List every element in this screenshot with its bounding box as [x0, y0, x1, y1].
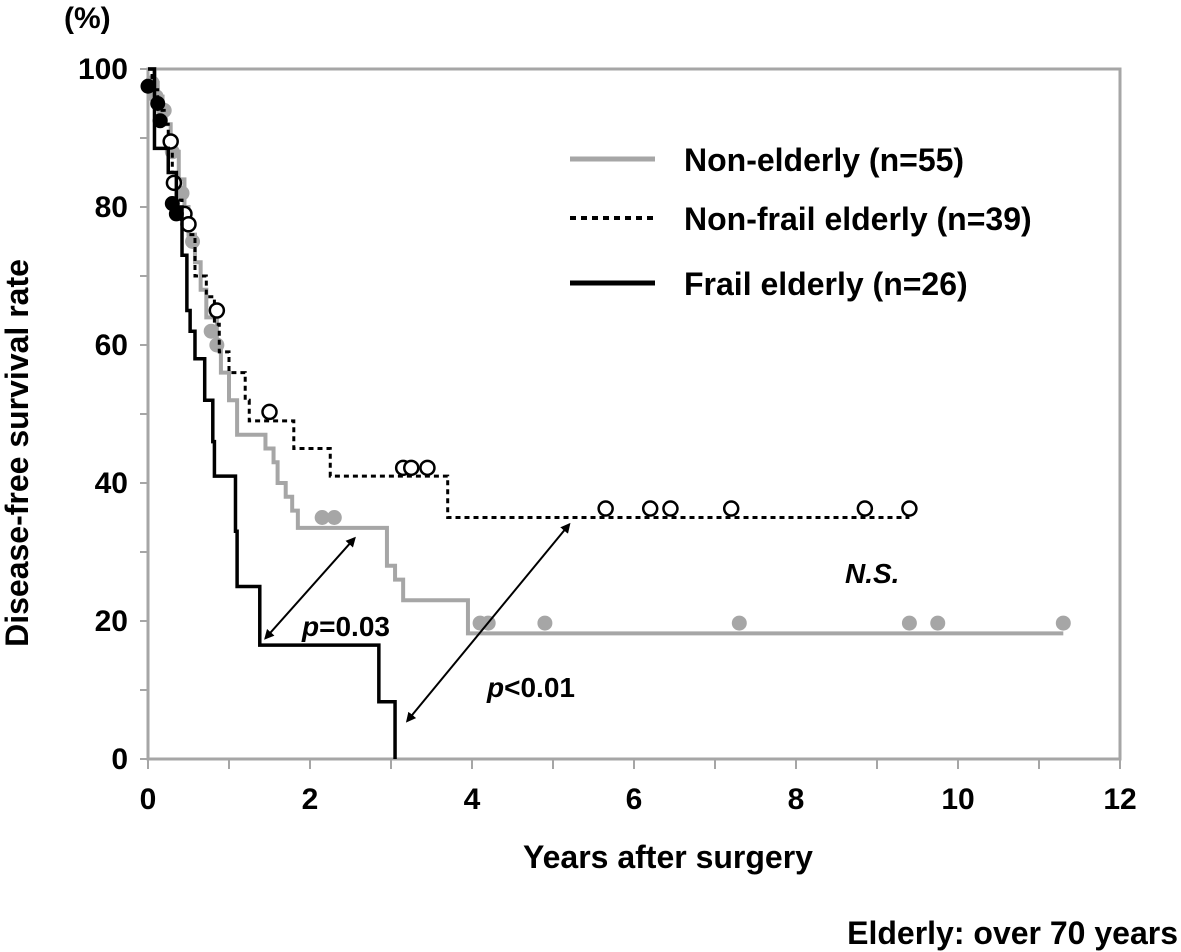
- censor-mark-0: [930, 615, 946, 631]
- series-line-2: [148, 67, 397, 759]
- footnote: Elderly: over 70 years: [847, 915, 1178, 951]
- x-tick-label: 12: [1103, 783, 1136, 816]
- censor-mark-1: [403, 459, 420, 477]
- x-tick-label: 2: [302, 783, 319, 816]
- censor-mark-0: [901, 615, 917, 631]
- p-value-frail-vs-nonelderly: p=0.03: [301, 611, 390, 642]
- censor-mark-0: [209, 337, 225, 353]
- censor-mark-1: [261, 403, 278, 421]
- y-tick-label: 20: [95, 605, 128, 638]
- censor-mark-1: [419, 459, 436, 477]
- comparison-arrows: [264, 522, 571, 723]
- censor-mark-0: [203, 323, 219, 339]
- censor-mark-1: [208, 302, 226, 319]
- censor-mark-1: [165, 174, 183, 192]
- censor-mark-1: [722, 500, 740, 517]
- y-axis-title: Disease-free survival rate: [0, 259, 35, 647]
- censor-mark-1: [597, 500, 614, 517]
- series-layer: [140, 67, 1071, 759]
- x-axis-ticks: 0 2 4 6 8 10 12: [140, 759, 1137, 816]
- comparison-arrow-0: [264, 536, 356, 640]
- plot-area-frame: [146, 67, 1122, 761]
- x-tick-label: 10: [941, 783, 974, 816]
- series-line-0: [148, 67, 1064, 636]
- y-tick-label: 60: [95, 329, 128, 362]
- ns-annotation: N.S.: [845, 558, 899, 589]
- x-axis-title: Years after surgery: [523, 839, 813, 875]
- x-tick-label: 6: [626, 783, 643, 816]
- legend-label-non-frail-elderly: Non-frail elderly (n=39): [684, 201, 1032, 237]
- legend-label-non-elderly: Non-elderly (n=55): [684, 142, 964, 178]
- y-tick-label: 40: [95, 467, 128, 500]
- y-unit-label: (%): [64, 2, 111, 35]
- censor-mark-1: [162, 133, 179, 150]
- y-tick-label: 80: [95, 191, 128, 224]
- p-value-frail-vs-nonfrail: p<0.01: [486, 672, 575, 703]
- y-tick-label: 0: [111, 743, 128, 776]
- censor-mark-2: [140, 78, 156, 94]
- legend: Non-elderly (n=55) Non-frail elderly (n=…: [570, 142, 1032, 302]
- y-axis-ticks: 0 20 40 60 80 100: [78, 53, 148, 776]
- censor-mark-0: [1055, 615, 1071, 631]
- comparison-arrow-1: [405, 522, 571, 723]
- censor-mark-1: [901, 500, 918, 517]
- censor-mark-2: [150, 96, 166, 111]
- censor-mark-1: [856, 500, 874, 517]
- censor-mark-2: [168, 206, 184, 222]
- censor-mark-0: [326, 510, 342, 525]
- censor-mark-0: [185, 234, 201, 249]
- censor-mark-1: [662, 500, 679, 517]
- censor-mark-0: [731, 615, 747, 631]
- censor-mark-2: [152, 113, 168, 129]
- censor-mark-0: [537, 615, 553, 631]
- x-tick-label: 0: [140, 783, 157, 816]
- censor-mark-1: [641, 500, 659, 517]
- x-tick-label: 8: [788, 783, 805, 816]
- y-tick-label: 100: [78, 53, 128, 86]
- legend-label-frail-elderly: Frail elderly (n=26): [684, 266, 968, 302]
- x-tick-label: 4: [464, 783, 481, 816]
